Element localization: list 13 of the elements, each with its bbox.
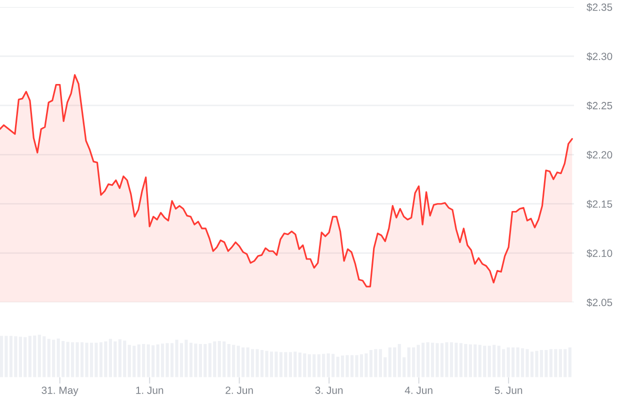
y-tick-label: $2.35 <box>586 3 612 12</box>
y-tick-label: $2.20 <box>586 150 612 160</box>
y-tick-label: $2.15 <box>586 200 612 208</box>
x-tick-label: 1. Jun <box>136 386 164 394</box>
x-tick-label: 5. Jun <box>494 386 522 394</box>
x-tick-label: 3. Jun <box>315 386 343 394</box>
y-tick-label: $2.10 <box>586 249 612 258</box>
x-tick-label: 31. May <box>42 386 78 396</box>
x-tick-label: 2. Jun <box>226 386 253 394</box>
x-tick-label: 4. Jun <box>404 386 432 394</box>
y-tick-label: $2.05 <box>586 298 612 307</box>
y-tick-label: $2.25 <box>586 101 612 110</box>
y-tick-label: $2.30 <box>586 52 612 61</box>
